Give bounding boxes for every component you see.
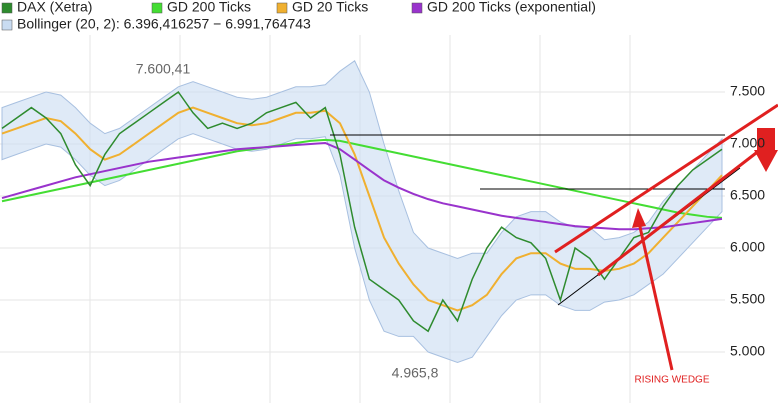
y-tick-label: 5.500 — [730, 291, 765, 307]
annotation: 7.600,41 — [136, 61, 191, 77]
legend-swatch — [151, 2, 163, 14]
legend-label: GD 200 Ticks — [167, 0, 251, 15]
wedge-lower — [597, 148, 761, 277]
legend-label: GD 20 Ticks — [292, 0, 368, 15]
annotation: 4.965,8 — [392, 365, 439, 381]
annotation: RISING WEDGE — [634, 375, 709, 386]
y-tick-label: 7.000 — [730, 135, 765, 151]
series-line — [1, 141, 723, 231]
legend-swatch — [1, 19, 13, 31]
y-tick-label: 5.000 — [730, 343, 765, 359]
wedge-pointer — [636, 217, 674, 371]
wedge-upper — [554, 103, 778, 254]
legend-swatch — [1, 2, 13, 14]
legend-swatch — [411, 2, 423, 14]
legend-swatch — [276, 2, 288, 14]
pointer-head — [632, 208, 646, 228]
drawn-annotations — [330, 103, 778, 371]
series-line — [1, 138, 723, 219]
y-tick-label: 7.500 — [730, 83, 765, 99]
legend-label: GD 200 Ticks (exponential) — [427, 0, 596, 15]
series-line — [1, 90, 723, 333]
down-arrow — [754, 128, 778, 172]
y-tick-label: 6.500 — [730, 187, 765, 203]
bollinger-band — [1, 60, 723, 363]
y-tick-label: 6.000 — [730, 239, 765, 255]
legend-label: Bollinger (20, 2): 6.396,416257 − 6.991,… — [17, 16, 311, 32]
legend-label: DAX (Xetra) — [17, 0, 92, 15]
